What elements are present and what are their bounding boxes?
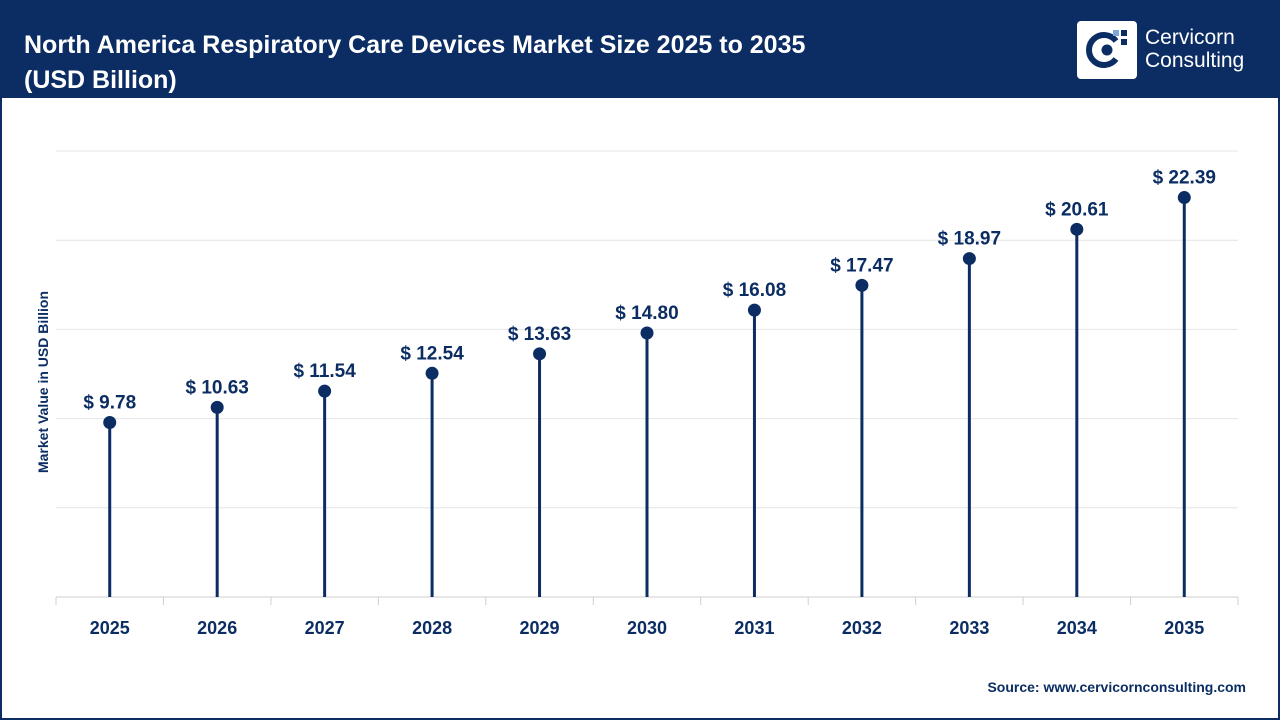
data-point — [855, 278, 869, 292]
x-tick-label: 2035 — [1164, 618, 1204, 638]
data-point — [1177, 191, 1191, 205]
data-label: $ 12.54 — [400, 343, 464, 364]
data-point — [210, 400, 224, 414]
data-label: $ 14.80 — [615, 303, 678, 324]
x-tick-label: 2030 — [627, 618, 667, 638]
chart-title-line-1: North America Respiratory Care Devices M… — [24, 31, 806, 59]
data-point — [425, 366, 439, 380]
x-tick-label: 2027 — [305, 618, 345, 638]
logo-line-2: Consulting — [1145, 49, 1245, 72]
data-label: $ 22.39 — [1153, 168, 1216, 189]
source-note: Source: www.cervicornconsulting.com — [987, 679, 1246, 695]
data-point — [533, 347, 547, 361]
data-label: $ 13.63 — [508, 324, 571, 345]
data-label: $ 10.63 — [185, 377, 248, 398]
chart-title-line-2: (USD Billion) — [24, 66, 177, 94]
data-label: $ 16.08 — [723, 280, 786, 301]
data-point — [747, 303, 761, 317]
data-label: $ 9.78 — [83, 393, 136, 414]
data-label: $ 20.61 — [1045, 199, 1109, 220]
data-point — [318, 384, 332, 398]
logo-line-1: Cervicorn — [1145, 26, 1235, 49]
data-label: $ 18.97 — [938, 229, 1001, 250]
x-tick-label: 2034 — [1057, 618, 1097, 638]
data-point — [962, 252, 976, 266]
x-tick-label: 2032 — [842, 618, 882, 638]
x-tick-label: 2031 — [734, 618, 774, 638]
data-point — [640, 326, 654, 340]
header-banner: North America Respiratory Care Devices M… — [2, 2, 1278, 98]
data-point — [1070, 222, 1084, 236]
x-tick-label: 2033 — [949, 618, 989, 638]
chart-title: North America Respiratory Care Devices M… — [24, 28, 1024, 98]
logo-icon — [1077, 21, 1137, 79]
x-tick-label: 2029 — [520, 618, 560, 638]
x-tick-label: 2025 — [90, 618, 130, 638]
x-tick-label: 2028 — [412, 618, 452, 638]
data-label: $ 11.54 — [293, 361, 356, 382]
x-tick-label: 2026 — [197, 618, 237, 638]
data-point — [103, 416, 117, 430]
logo-wordmark: Cervicorn Consulting — [1145, 26, 1244, 72]
data-label: $ 17.47 — [830, 255, 893, 276]
